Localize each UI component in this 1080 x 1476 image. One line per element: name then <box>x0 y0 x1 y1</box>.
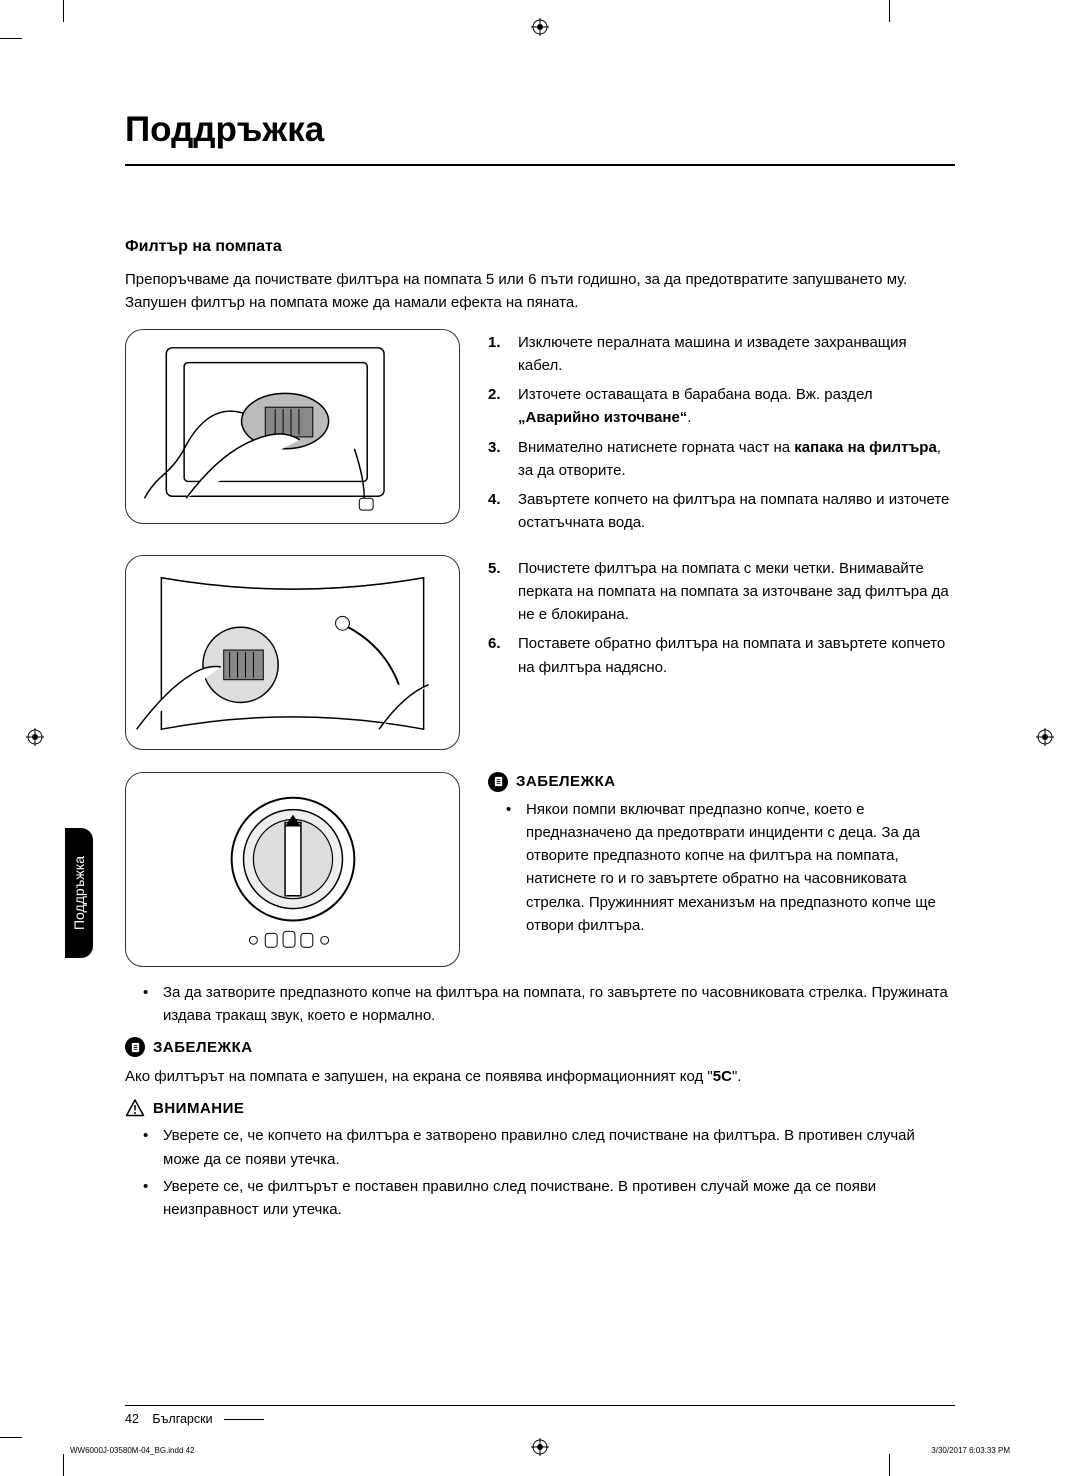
note-bullets-right: Някои помпи включват предпазно копче, ко… <box>488 798 955 938</box>
instruction-block-1: 1.Изключете пералната машина и извадете … <box>125 329 955 541</box>
note-bullets-below: За да затворите предпазното копче на фил… <box>125 981 955 1028</box>
note-heading-b: ЗАБЕЛЕЖКА <box>125 1037 955 1057</box>
page-content: Поддръжка Филтър на помпата Препоръчваме… <box>0 0 1080 1476</box>
step-item: 1.Изключете пералната машина и извадете … <box>488 331 955 378</box>
step-list-1: 1.Изключете пералната машина и извадете … <box>488 329 955 541</box>
note-label: ЗАБЕЛЕЖКА <box>516 773 616 790</box>
figure-1 <box>125 329 460 524</box>
step-item: 4.Завъртете копчето на филтъра на помпат… <box>488 488 955 535</box>
footer-language: Български <box>152 1412 212 1426</box>
step-item: 5.Почистете филтъра на помпата с меки че… <box>488 557 955 627</box>
step-item: 3.Внимателно натиснете горната част на к… <box>488 436 955 483</box>
note-heading: ЗАБЕЛЕЖКА <box>488 772 955 792</box>
warning-icon <box>125 1098 145 1118</box>
bullet-item: За да затворите предпазното копче на фил… <box>125 981 955 1028</box>
footer-rule <box>125 1405 955 1406</box>
note-block-a: ЗАБЕЛЕЖКА Някои помпи включват предпазно… <box>125 772 955 967</box>
bullet-item: Някои помпи включват предпазно копче, ко… <box>488 798 955 938</box>
instruction-block-2: 5.Почистете филтъра на помпата с меки че… <box>125 555 955 750</box>
page-title: Поддръжка <box>125 110 955 166</box>
indd-filename: WW6000J-03580M-04_BG.indd 42 <box>70 1446 195 1455</box>
bullet-item: Уверете се, че филтърът е поставен прави… <box>125 1175 955 1222</box>
caution-bullets: Уверете се, че копчето на филтъра е затв… <box>125 1124 955 1221</box>
note-icon <box>125 1037 145 1057</box>
caution-label: ВНИМАНИЕ <box>153 1100 244 1117</box>
intro-paragraph: Препоръчваме да почиствате филтъра на по… <box>125 268 955 315</box>
note-label: ЗАБЕЛЕЖКА <box>153 1039 253 1056</box>
note-b-text: Ако филтърът на помпата е запушен, на ек… <box>125 1065 955 1088</box>
footer: 42 Български <box>125 1412 264 1426</box>
page-number: 42 <box>125 1412 139 1426</box>
indd-timestamp: 3/30/2017 6:03:33 PM <box>931 1446 1010 1455</box>
step-item: 6.Поставете обратно филтъра на помпата и… <box>488 632 955 679</box>
figure-3 <box>125 772 460 967</box>
step-list-2: 5.Почистете филтъра на помпата с меки че… <box>488 555 955 750</box>
figure-2 <box>125 555 460 750</box>
note-icon <box>488 772 508 792</box>
step-item: 2.Източете оставащата в барабана вода. В… <box>488 383 955 430</box>
caution-heading: ВНИМАНИЕ <box>125 1098 955 1118</box>
bullet-item: Уверете се, че копчето на филтъра е затв… <box>125 1124 955 1171</box>
section-subtitle: Филтър на помпата <box>125 238 955 256</box>
